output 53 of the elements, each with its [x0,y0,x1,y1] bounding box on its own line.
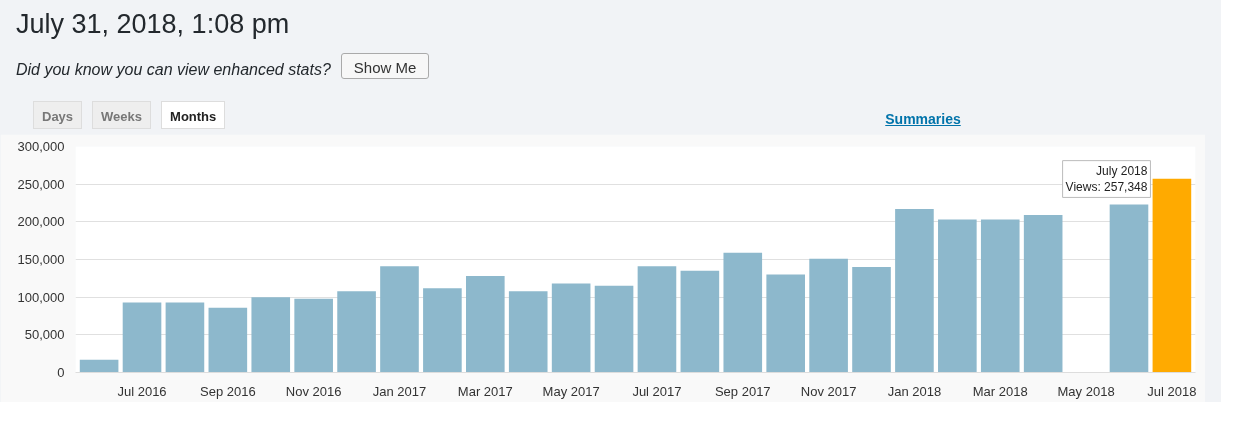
text: Weeks [101,108,143,126]
y-tick-label: 150,000 [17,252,65,267]
bar [980,219,1020,373]
bar [1109,204,1149,373]
y-tick-label: 50,000 [24,327,65,343]
y-tick-label: 200,000 [17,214,65,230]
bar [165,302,205,373]
x-tick-label: Sep 2016 [200,383,256,399]
text: Show Me [353,58,417,78]
chart-subtitle: Did you know you can view enhanced stats? [16,61,331,78]
bar [1152,178,1192,373]
x-tick-label: Jul 2017 [632,383,682,399]
x-tick-label: Jan 2017 [372,383,427,399]
bar [895,209,934,373]
bar [551,283,591,373]
bar [466,276,505,373]
chart-title: July 31, 2018, 1:08 pm [16,8,290,41]
text: Months [170,108,217,126]
x-tick-label: Nov 2016 [285,383,342,399]
bar [122,302,162,373]
bar [852,267,891,373]
annotation: July 2018 Views: 257,348 [1065,163,1148,195]
x-tick-label: May 2018 [1057,383,1115,399]
bar [423,288,462,373]
x-tick-label: Mar 2018 [972,383,1028,399]
bar [766,274,805,373]
bar [723,252,763,373]
text: Days [42,108,74,126]
bar [294,298,333,373]
y-tick-label: 300,000 [17,139,65,154]
bar [79,359,119,373]
text: Summaries [885,111,961,127]
bar [337,291,376,373]
x-tick-label: Jul 2016 [117,383,167,399]
bar [938,219,977,373]
bar [251,297,291,373]
y-tick-label: 100,000 [17,289,65,305]
x-tick-label: Jan 2018 [887,383,942,399]
bar [208,307,248,373]
y-tick-label: 0 [57,365,65,380]
x-tick-label: Nov 2017 [800,383,857,399]
bar [1023,215,1063,373]
bar [594,285,634,373]
bar [637,266,677,373]
x-tick-label: Mar 2017 [457,383,513,399]
bar [508,291,548,373]
x-tick-label: Sep 2017 [714,383,771,399]
bar [380,266,419,373]
x-tick-label: Jul 2018 [1147,383,1197,399]
bar [809,258,848,373]
x-tick-label: May 2017 [542,383,600,399]
y-tick-label: 250,000 [17,176,65,192]
bar [680,270,720,373]
